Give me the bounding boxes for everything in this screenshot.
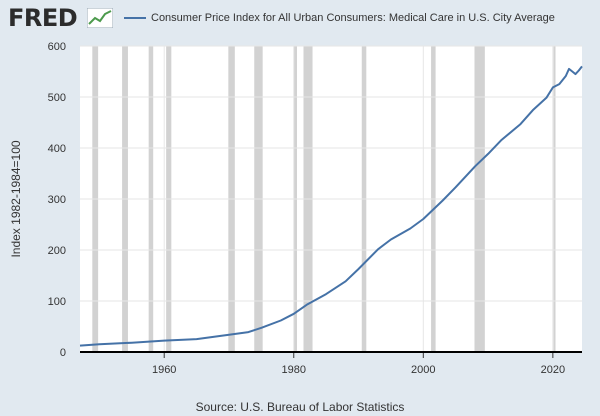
x-axis-ticks: 1960 1980 2000 2020 [152, 352, 565, 376]
chart: 0 100 200 300 400 500 600 1960 1980 2000 2020 Ind… [9, 41, 583, 376]
y-tick-label-0: 0 [60, 347, 66, 359]
x-tick-label-2000: 2000 [411, 364, 435, 376]
y-axis-title: Index 1982-1984=100 [9, 140, 23, 257]
legend: Consumer Price Index for All Urban Consu… [124, 12, 555, 24]
y-tick-label-200: 200 [48, 245, 66, 257]
y-axis-ticks: 0 100 200 300 400 500 600 [48, 41, 66, 359]
legend-label: Consumer Price Index for All Urban Consu… [151, 12, 555, 25]
header: FRED Consumer Price Index for All Urban … [0, 0, 600, 36]
line-graph-icon [87, 8, 113, 28]
x-tick-label-1980: 1980 [282, 364, 306, 376]
fred-logo[interactable]: FRED [8, 4, 78, 32]
y-tick-label-400: 400 [48, 143, 66, 155]
y-tick-label-600: 600 [48, 41, 66, 53]
y-tick-label-500: 500 [48, 92, 66, 104]
x-tick-label-1960: 1960 [152, 364, 176, 376]
source-note: Source: U.S. Bureau of Labor Statistics [195, 400, 405, 414]
legend-swatch [124, 17, 146, 20]
y-tick-label-100: 100 [48, 296, 66, 308]
series-line-medical-care-cpi [79, 65, 583, 347]
x-tick-label-2020: 2020 [541, 364, 565, 376]
y-tick-label-300: 300 [48, 194, 66, 206]
gridlines [80, 45, 582, 352]
